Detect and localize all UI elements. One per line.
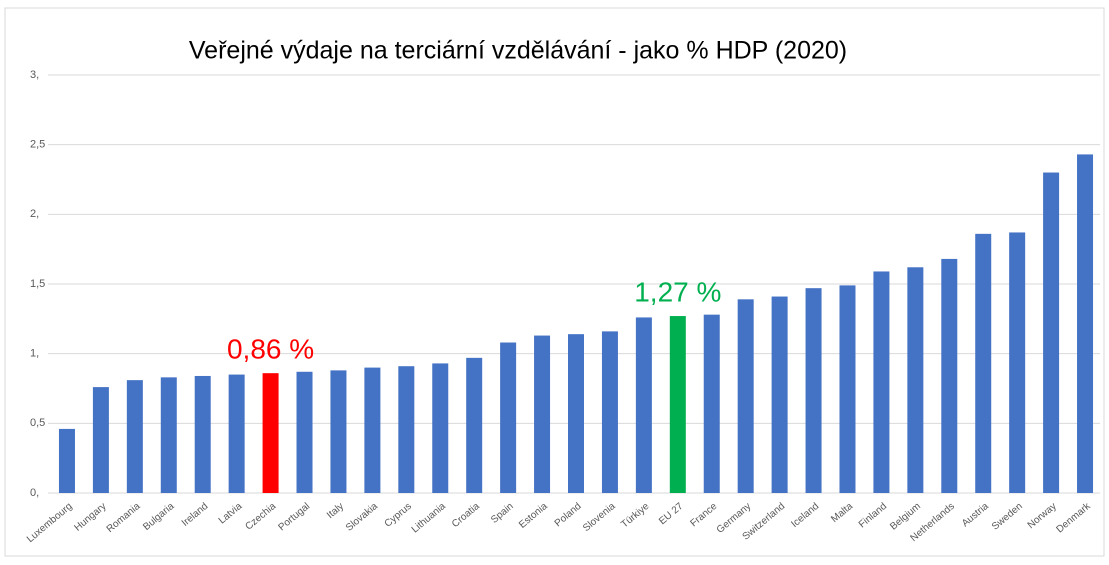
y-tick-label: 2,5: [30, 139, 45, 151]
chart-title: Veřejné výdaje na terciární vzdělávání -…: [189, 37, 847, 65]
bar: [228, 374, 245, 493]
bar: [669, 316, 686, 493]
data-label: 1,27 %: [634, 276, 721, 307]
bar: [432, 363, 449, 493]
data-label: 0,86 %: [227, 334, 314, 365]
bar: [1043, 172, 1060, 494]
bar: [941, 258, 958, 493]
bar: [568, 334, 584, 493]
y-tick-label: 2,: [30, 208, 39, 220]
bar: [330, 370, 347, 493]
bar: [58, 428, 75, 493]
bar: [534, 335, 551, 493]
bar: [703, 314, 720, 493]
bar: [601, 331, 618, 493]
bar: [805, 288, 822, 493]
bar: [160, 377, 177, 493]
bar: [262, 373, 279, 493]
bar: [635, 317, 652, 493]
bar: [839, 285, 856, 493]
bar: [1009, 232, 1026, 494]
bar: [500, 342, 517, 493]
bar: [737, 299, 754, 493]
bar: [466, 357, 483, 493]
y-tick-label: 1,5: [30, 278, 45, 290]
bar: [975, 233, 992, 493]
bar: [771, 296, 788, 493]
y-tick-label: 0,5: [30, 417, 45, 429]
bar: [296, 371, 313, 493]
bar: [873, 271, 890, 493]
y-tick-label: 0,: [30, 487, 39, 499]
bar: [1077, 154, 1094, 494]
y-tick-label: 3,: [30, 69, 39, 81]
bar: [126, 380, 143, 493]
bar: [398, 366, 415, 493]
bar: [92, 387, 109, 493]
y-tick-label: 1,: [30, 348, 39, 360]
bar: [907, 267, 924, 493]
bar: [194, 375, 211, 493]
bar: [364, 367, 381, 493]
